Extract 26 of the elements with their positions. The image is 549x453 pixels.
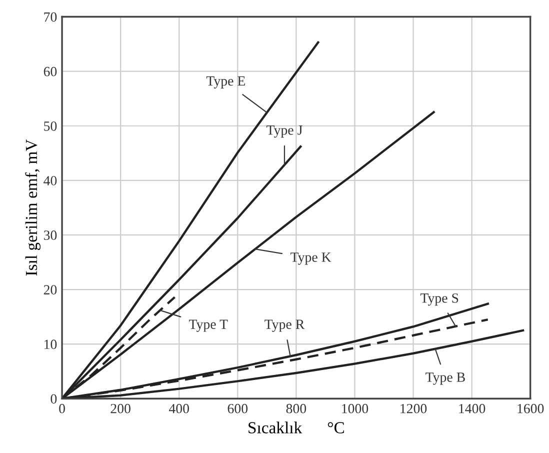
y-tick-label: 60: [44, 66, 57, 76]
y-tick-label: 0: [50, 394, 57, 404]
series-label: Type J: [266, 126, 302, 138]
x-axis-title: Sıcaklık °C: [248, 422, 344, 434]
y-tick-label: 70: [44, 12, 57, 22]
series-label: Type T: [188, 320, 228, 332]
y-axis-title: Isıl gerilim emf, mV: [25, 139, 41, 276]
y-tick-label: 10: [44, 340, 57, 350]
x-tick-label: 0: [59, 404, 65, 414]
x-tick-label: 1000: [342, 404, 368, 414]
y-tick-label: 20: [44, 285, 57, 294]
x-tick-label: 800: [286, 404, 306, 414]
x-tick-label: 1600: [518, 404, 544, 414]
x-tick-label: 200: [110, 404, 130, 414]
text: Type E: [206, 76, 246, 89]
series-label: Type K: [290, 252, 332, 265]
series-label: Type R: [264, 320, 305, 332]
series-label: Type S: [420, 293, 458, 306]
series-label: Type B: [426, 372, 465, 385]
x-tick-label: 1400: [459, 404, 486, 414]
x-tick-label: 600: [228, 404, 248, 414]
y-tick-label: 50: [44, 121, 57, 131]
y-tick-label: 30: [44, 230, 57, 240]
x-tick-label: 1200: [400, 404, 427, 414]
y-tick-label: 40: [44, 176, 57, 186]
x-tick-label: 400: [168, 404, 189, 414]
